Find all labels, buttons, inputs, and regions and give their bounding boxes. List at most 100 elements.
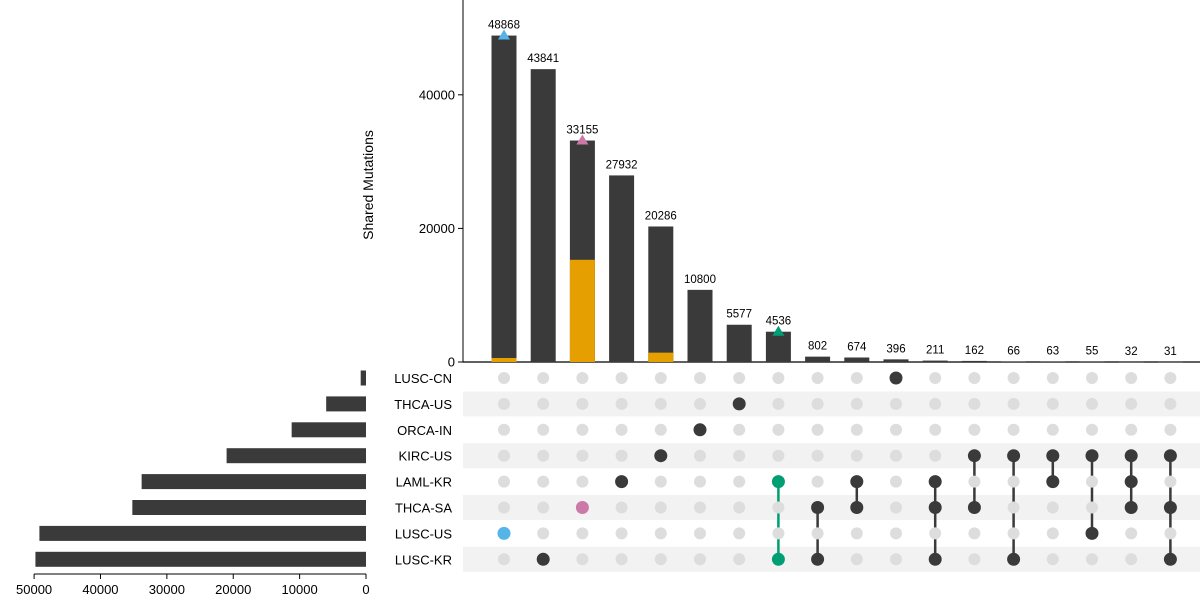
matrix-dot-inactive [694,501,706,514]
matrix-dot-inactive [772,423,785,436]
matrix-dot-active [1163,552,1177,566]
set-label: THCA-US [394,397,452,412]
set-label: LUSC-US [395,526,452,541]
matrix-dot-inactive [1046,527,1059,540]
intersection-bar-label: 32 [1125,346,1138,358]
matrix-dot-inactive [537,372,550,384]
matrix-dot-inactive [1046,372,1059,384]
matrix-dot-inactive [654,553,667,566]
set-label: THCA-SA [395,501,452,516]
matrix-dot-inactive [615,449,628,462]
matrix-dot-inactive [537,449,550,462]
matrix-dot-inactive [811,475,824,488]
matrix-dot-inactive [733,553,746,566]
matrix-dot-inactive [929,449,942,462]
query-triangle-marker [772,325,785,336]
matrix-dot-inactive [968,423,981,436]
set-size-tick-label: 40000 [82,582,118,597]
intersection-bar-highlight [648,352,674,362]
matrix-dot-inactive [929,397,942,410]
matrix-dot-inactive [498,397,510,410]
set-label: KIRC-US [399,449,453,464]
matrix-dot-inactive [850,449,863,462]
matrix-dot-active [654,449,668,463]
matrix-dot-inactive [1007,372,1020,384]
intersection-bar [609,175,635,362]
matrix-dot-inactive [811,423,824,436]
matrix-dot-inactive [1086,501,1098,514]
intersection-bar [1118,361,1144,363]
matrix-dot-inactive [1125,372,1138,384]
matrix-dot-active [967,501,981,514]
matrix-dot-inactive [1007,423,1020,436]
matrix-dot-inactive [1125,527,1138,540]
matrix-dot-inactive [1164,475,1177,488]
intersection-bar-label: 20286 [645,210,677,222]
intersection-bar [530,69,556,362]
matrix-dot-inactive [733,527,746,540]
matrix-dot-inactive [890,475,902,488]
matrix-dot-inactive [615,397,628,410]
matrix-dot-inactive [654,475,667,488]
matrix-dot-active [575,501,589,514]
intersection-bar [687,289,713,362]
matrix-dot-inactive [890,501,902,514]
set-size-tick-label: 0 [362,582,369,597]
matrix-dot-active [1163,449,1177,463]
matrix-dot-inactive [498,423,510,436]
matrix-dot-inactive [537,423,550,436]
y-tick-label: 20000 [419,221,455,236]
matrix-dot-inactive [654,501,667,514]
intersection-bar [883,359,909,362]
intersection-bar-label: 48868 [488,20,520,32]
intersection-bar [1157,361,1183,363]
intersection-bar-label: 55 [1086,346,1099,358]
matrix-dot-active [536,552,550,566]
matrix-dot-inactive [498,449,510,462]
matrix-dot-active [1085,449,1099,463]
matrix-dot-inactive [576,527,589,540]
matrix-dot-inactive [654,527,667,540]
matrix-dot-inactive [615,527,628,540]
matrix-dot-inactive [498,553,510,566]
set-labels: LUSC-CN THCA-US ORCA-IN KIRC-US LAML-KR THCA-… [394,371,452,567]
matrix-dot-inactive [890,397,902,410]
matrix-dot-inactive [968,475,981,488]
matrix-dot-inactive [929,423,942,436]
matrix-dot-inactive [537,475,550,488]
matrix-dot-inactive [615,372,628,384]
matrix-dot-inactive [576,397,589,410]
y-axis: Shared Mutations 0 20000 40000 [360,0,1200,370]
matrix-dot-inactive [1007,501,1020,514]
set-label: ORCA-IN [397,423,452,438]
matrix-dot-active [1046,449,1060,463]
matrix-dot-inactive [498,372,510,384]
matrix-dot-active [928,552,942,566]
matrix-dot-inactive [694,553,706,566]
matrix-dot-inactive [1086,423,1098,436]
matrix-dot-inactive [537,501,550,514]
matrix-dot-inactive [850,553,863,566]
y-axis-title: Shared Mutations [360,130,376,240]
matrix-dot-active [1124,449,1138,463]
matrix-dot-inactive [1086,475,1098,488]
intersection-bar-label: 211 [926,345,944,357]
matrix-dot-inactive [615,553,628,566]
matrix-dot-inactive [733,449,746,462]
matrix-dot-inactive [1007,527,1020,540]
intersection-bars: 48868 43841 33155 27932 20286 10800 5577 4536 80… [488,20,1183,363]
set-label: LUSC-CN [394,371,452,386]
matrix-dot-inactive [811,397,824,410]
matrix-dot-inactive [1125,423,1138,436]
matrix-dot-inactive [498,475,510,488]
intersection-bar-highlight [491,357,517,362]
matrix-dot-inactive [1086,372,1098,384]
matrix-dot-inactive [811,449,824,462]
intersection-bar-label: 802 [808,341,827,353]
matrix-dot-inactive [850,372,863,384]
matrix-dot-inactive [1125,553,1138,566]
set-size-bar [35,551,366,567]
matrix-dot-inactive [1007,397,1020,410]
matrix-dot-active [615,475,629,489]
set-size-bar [326,396,366,412]
